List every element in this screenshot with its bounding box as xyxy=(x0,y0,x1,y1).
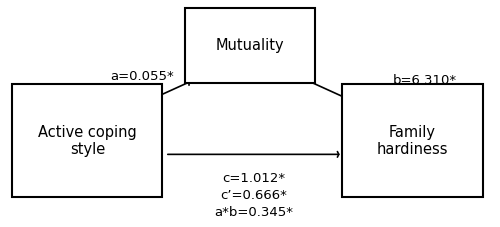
Text: Active coping
style: Active coping style xyxy=(38,125,137,157)
FancyBboxPatch shape xyxy=(12,84,162,197)
FancyBboxPatch shape xyxy=(342,84,482,197)
Text: Mutuality: Mutuality xyxy=(216,38,284,53)
Text: a=0.055*: a=0.055* xyxy=(110,69,174,83)
FancyBboxPatch shape xyxy=(185,8,315,83)
Text: Family
hardiness: Family hardiness xyxy=(377,125,448,157)
Text: b=6.310*: b=6.310* xyxy=(392,74,456,87)
Text: c=1.012*
c’=0.666*
a*b=0.345*: c=1.012* c’=0.666* a*b=0.345* xyxy=(214,172,294,219)
